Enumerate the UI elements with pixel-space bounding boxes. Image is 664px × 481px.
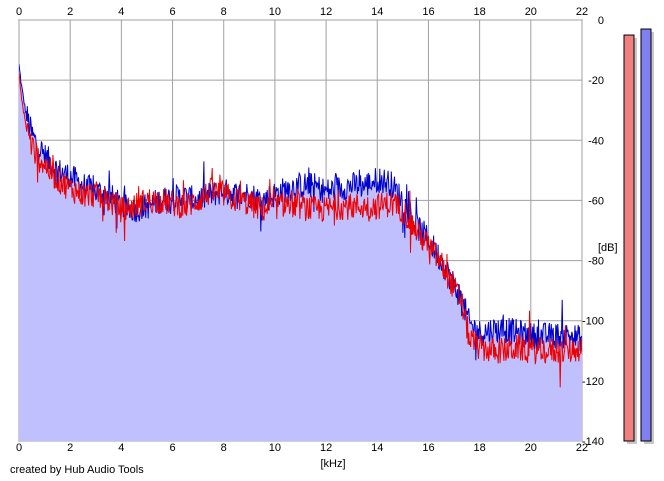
spectrum-series-layer (19, 64, 582, 388)
x-tick-label-bottom: 20 (525, 442, 537, 454)
y-tick-label: -20 (588, 75, 604, 87)
x-tick-label-top: 8 (221, 6, 227, 18)
level-meters (623, 28, 654, 445)
x-tick-label-bottom: 6 (169, 442, 175, 454)
x-tick-label-top: 22 (576, 6, 588, 18)
credit-caption: created by Hub Audio Tools (10, 464, 144, 476)
y-tick-label: -60 (588, 195, 604, 207)
x-tick-label-bottom: 4 (118, 442, 124, 454)
x-axis-title: [kHz] (320, 458, 345, 470)
spectrum-area-fill (19, 64, 582, 441)
x-tick-label-bottom: 12 (320, 442, 332, 454)
spectrum-fill-layer (19, 64, 582, 441)
y-tick-label: -80 (588, 256, 604, 268)
y-tick-label: 0 (598, 15, 604, 27)
x-tick-label-top: 4 (118, 6, 124, 18)
x-tick-label-bottom: 18 (474, 442, 486, 454)
y-axis-title: [dB] (598, 242, 618, 254)
y-tick-label: -140 (582, 436, 604, 448)
axis-labels: 002244668810101212141416161818202022220-… (16, 6, 604, 454)
x-tick-label-top: 0 (16, 6, 22, 18)
x-tick-label-top: 16 (422, 6, 434, 18)
x-tick-label-bottom: 0 (16, 442, 22, 454)
x-tick-label-top: 10 (269, 6, 281, 18)
x-tick-label-top: 2 (67, 6, 73, 18)
x-tick-label-top: 6 (169, 6, 175, 18)
x-tick-label-bottom: 22 (576, 442, 588, 454)
level-meter-right (640, 28, 652, 442)
spectrum-line-red (19, 73, 582, 388)
x-tick-label-bottom: 16 (422, 442, 434, 454)
x-tick-label-top: 12 (320, 6, 332, 18)
x-tick-label-bottom: 8 (221, 442, 227, 454)
x-tick-label-bottom: 2 (67, 442, 73, 454)
y-tick-label: -120 (582, 376, 604, 388)
y-tick-label: -100 (582, 316, 604, 328)
y-tick-label: -40 (588, 135, 604, 147)
x-tick-label-top: 14 (371, 6, 383, 18)
x-tick-label-top: 20 (525, 6, 537, 18)
x-tick-label-bottom: 14 (371, 442, 383, 454)
x-tick-label-bottom: 10 (269, 442, 281, 454)
x-tick-label-top: 18 (474, 6, 486, 18)
level-meter-left (623, 34, 635, 442)
